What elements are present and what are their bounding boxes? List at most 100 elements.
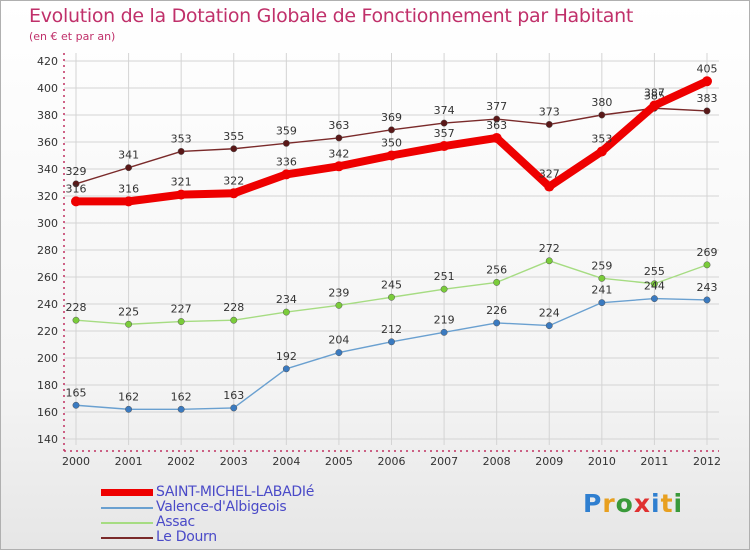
data-label: 374 [434, 104, 455, 117]
logo-letter: r [602, 489, 616, 518]
data-point [388, 126, 395, 134]
y-tick-label: 220 [37, 325, 58, 338]
data-point [177, 405, 185, 413]
data-point [335, 134, 343, 142]
data-point [177, 318, 185, 325]
data-label: 162 [118, 390, 139, 403]
data-label: 272 [539, 242, 560, 255]
data-label: 165 [66, 386, 87, 399]
data-label: 327 [539, 168, 560, 181]
legend-label: SAINT-MICHEL-LABADIé [156, 484, 315, 500]
data-point [598, 274, 606, 282]
y-tick-label: 260 [37, 271, 58, 284]
x-tick-label: 2003 [220, 455, 248, 468]
data-point [335, 301, 343, 309]
data-point [123, 196, 134, 207]
y-tick-label: 140 [37, 433, 58, 446]
data-point [386, 150, 397, 161]
data-label: 225 [118, 305, 139, 318]
data-point [545, 121, 553, 128]
data-point [440, 285, 448, 293]
data-point [440, 119, 448, 127]
data-label: 255 [644, 265, 665, 278]
data-label: 373 [539, 105, 560, 118]
data-label: 234 [276, 293, 297, 306]
data-label: 405 [697, 62, 718, 75]
data-label: 363 [328, 119, 349, 132]
data-label: 322 [223, 174, 244, 187]
data-label: 241 [591, 284, 612, 297]
data-label: 212 [381, 323, 402, 336]
y-tick-label: 400 [37, 82, 58, 95]
logo-letter: i [673, 489, 684, 518]
data-point [650, 295, 658, 303]
legend: SAINT-MICHEL-LABADIé Valence-d'Albigeois A… [101, 484, 431, 545]
data-label: 259 [591, 259, 612, 272]
data-label: 243 [697, 281, 718, 294]
data-label: 251 [434, 270, 455, 283]
logo-letter: o [615, 489, 634, 518]
line-chart: 140 160 180 200 220 240 260 280 300 320 340 360 380 4… [37, 53, 721, 468]
proxiti-logo: Proxiti [583, 489, 683, 518]
legend-swatch [101, 489, 153, 496]
y-tick-label: 280 [37, 244, 58, 257]
data-label: 316 [118, 182, 139, 195]
x-tick-label: 2007 [430, 455, 458, 468]
data-label: 355 [223, 130, 244, 143]
logo-letter: t [660, 489, 674, 518]
data-point [72, 316, 80, 324]
data-point [282, 365, 290, 373]
x-tick-label: 2005 [325, 455, 353, 468]
x-tick-label: 2000 [62, 455, 90, 468]
data-label: 336 [276, 155, 297, 168]
data-label: 239 [328, 286, 349, 299]
data-point [598, 111, 606, 119]
data-point [703, 296, 711, 304]
data-label: 363 [486, 119, 507, 132]
chart-title: Evolution de la Dotation Globale de Fonc… [29, 5, 634, 27]
legend-swatch [101, 507, 153, 509]
data-point [491, 132, 502, 143]
data-label: 380 [591, 96, 612, 109]
x-tick-label: 2006 [378, 455, 406, 468]
data-point [650, 280, 658, 288]
data-point [493, 319, 501, 327]
data-point [596, 146, 607, 157]
data-point [493, 278, 501, 286]
legend-item: Le Dourn [101, 529, 431, 545]
data-point [335, 349, 343, 357]
data-point [230, 316, 238, 324]
data-point [282, 139, 290, 147]
y-tick-label: 300 [37, 217, 58, 230]
data-label: 321 [171, 176, 192, 189]
chart-subtitle: (en € et par an) [29, 30, 116, 43]
data-point [333, 161, 344, 172]
data-label: 329 [66, 165, 87, 178]
data-point [703, 261, 711, 269]
y-tick-label: 320 [37, 190, 58, 203]
x-tick-label: 2001 [115, 455, 143, 468]
data-label: 353 [591, 132, 612, 145]
data-point [281, 169, 292, 180]
data-point [545, 322, 553, 330]
data-point [72, 180, 80, 188]
data-point [649, 100, 660, 111]
legend-item: SAINT-MICHEL-LABADIé [101, 484, 431, 500]
data-label: 219 [434, 313, 455, 326]
data-point [702, 76, 712, 87]
data-point [703, 107, 711, 115]
x-tick-label: 2008 [483, 455, 511, 468]
data-point [176, 189, 187, 200]
data-label: 162 [171, 390, 192, 403]
data-label: 224 [539, 307, 560, 320]
data-label: 342 [328, 147, 349, 160]
legend-item: Assac [101, 514, 431, 530]
data-label: 353 [171, 132, 192, 145]
data-point [230, 404, 238, 412]
data-label: 316 [66, 182, 87, 195]
legend-label: Le Dourn [156, 529, 217, 545]
y-tick-label: 380 [37, 109, 58, 122]
x-tick-label: 2004 [272, 455, 300, 468]
data-point [388, 293, 395, 301]
data-point [125, 164, 133, 172]
